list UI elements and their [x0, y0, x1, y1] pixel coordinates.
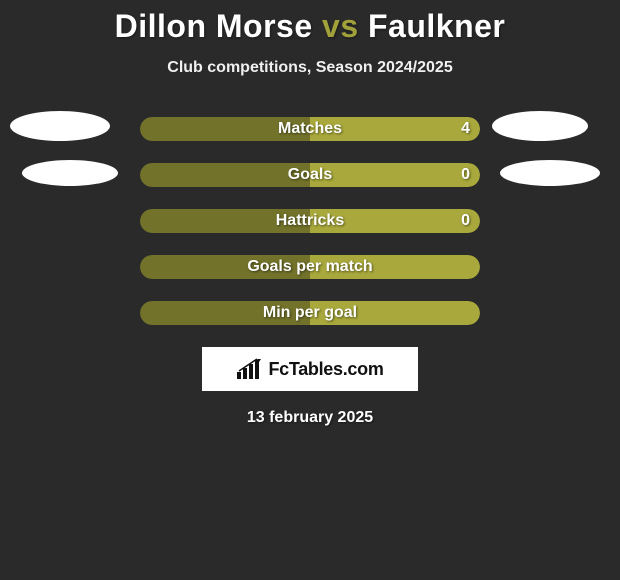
stat-row: Goals per match — [0, 255, 620, 279]
bar-left — [140, 301, 310, 325]
value-right: 4 — [461, 117, 470, 141]
ellipse-right — [492, 111, 588, 141]
logo-text: FcTables.com — [268, 359, 383, 380]
bar-track: Goals — [140, 163, 480, 187]
title-player1: Dillon Morse — [115, 8, 313, 44]
comparison-infographic: Dillon Morse vs Faulkner Club competitio… — [0, 0, 620, 580]
value-right: 0 — [461, 209, 470, 233]
subtitle: Club competitions, Season 2024/2025 — [0, 59, 620, 77]
bar-right — [310, 255, 480, 279]
title-vs: vs — [322, 8, 359, 44]
stat-rows: Matches4Goals0Hattricks0Goals per matchM… — [0, 117, 620, 325]
bar-track: Goals per match — [140, 255, 480, 279]
bar-track: Min per goal — [140, 301, 480, 325]
stat-row: Min per goal — [0, 301, 620, 325]
stat-row: Matches4 — [0, 117, 620, 141]
bar-left — [140, 163, 310, 187]
bar-left — [140, 209, 310, 233]
stat-row: Goals0 — [0, 163, 620, 187]
page-title: Dillon Morse vs Faulkner — [0, 0, 620, 45]
ellipse-left — [22, 160, 118, 186]
logo-box: FcTables.com — [202, 347, 418, 391]
bar-chart-icon — [236, 358, 262, 380]
bar-right — [310, 209, 480, 233]
title-player2: Faulkner — [368, 8, 505, 44]
date-text: 13 february 2025 — [0, 409, 620, 427]
stat-row: Hattricks0 — [0, 209, 620, 233]
bar-right — [310, 117, 480, 141]
bar-left — [140, 117, 310, 141]
bar-right — [310, 163, 480, 187]
bar-track: Matches — [140, 117, 480, 141]
ellipse-right — [500, 160, 600, 186]
ellipse-left — [10, 111, 110, 141]
value-right: 0 — [461, 163, 470, 187]
bar-track: Hattricks — [140, 209, 480, 233]
bar-right — [310, 301, 480, 325]
bar-left — [140, 255, 310, 279]
